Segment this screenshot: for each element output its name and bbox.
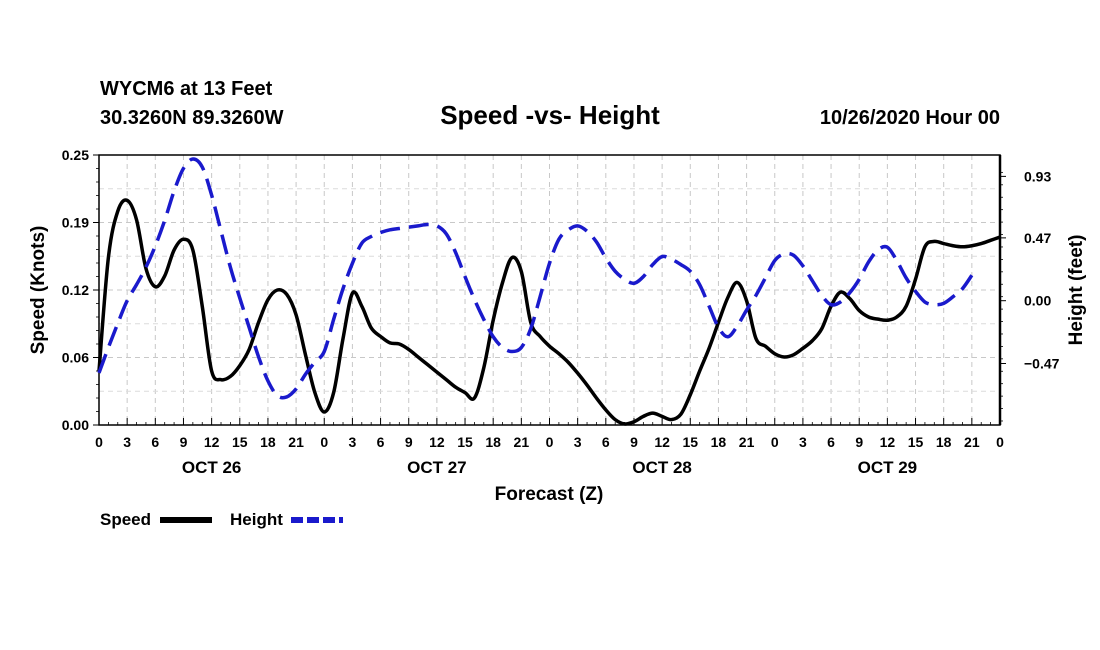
y-right-tick-label: 0.00	[1024, 293, 1051, 309]
x-tick-label: 6	[827, 434, 835, 450]
y-left-tick-label: 0.12	[62, 282, 89, 298]
grid-lines	[99, 155, 1000, 425]
y-left-tick-label: 0.25	[62, 147, 89, 163]
day-label: OCT 28	[632, 458, 692, 477]
x-tick-label: 21	[964, 434, 980, 450]
day-label: OCT 29	[858, 458, 918, 477]
x-tick-label: 18	[485, 434, 501, 450]
y-left-tick-label: 0.00	[62, 417, 89, 433]
x-tick-label: 9	[630, 434, 638, 450]
day-label: OCT 26	[182, 458, 242, 477]
x-tick-label: 12	[204, 434, 220, 450]
x-tick-label: 9	[180, 434, 188, 450]
x-tick-label: 15	[457, 434, 473, 450]
x-tick-label: 0	[320, 434, 328, 450]
chart-title: Speed -vs- Height	[440, 100, 660, 130]
x-tick-label: 0	[996, 434, 1004, 450]
x-axis-title: Forecast (Z)	[495, 484, 604, 505]
x-tick-label: 0	[95, 434, 103, 450]
x-tick-label: 18	[936, 434, 952, 450]
station-label: WYCM6 at 13 Feet	[100, 78, 273, 100]
x-tick-label: 6	[602, 434, 610, 450]
y-right-tick-label: −0.47	[1024, 356, 1060, 372]
x-tick-label: 0	[771, 434, 779, 450]
x-tick-label: 3	[799, 434, 807, 450]
y-left-tick-label: 0.19	[62, 215, 89, 231]
run-time-label: 10/26/2020 Hour 00	[820, 107, 1000, 129]
x-tick-label: 12	[880, 434, 896, 450]
day-label: OCT 27	[407, 458, 467, 477]
y-right-tick-label: 0.93	[1024, 168, 1051, 184]
x-tick-label: 21	[739, 434, 755, 450]
series-line-speed	[97, 198, 1001, 426]
x-tick-label: 9	[405, 434, 413, 450]
y-left-tick-label: 0.06	[62, 350, 89, 366]
legend-height-label: Height	[230, 510, 283, 529]
x-tick-label: 21	[288, 434, 304, 450]
y-left-axis-title: Speed (Knots)	[28, 226, 49, 355]
x-tick-label: 12	[429, 434, 445, 450]
x-tick-label: 15	[682, 434, 698, 450]
x-tick-label: 3	[574, 434, 582, 450]
x-tick-label: 9	[855, 434, 863, 450]
x-tick-label: 15	[908, 434, 924, 450]
axis-ticks: 0 3 6 9 12 15 18 21 0 3 6 9 12 15 18 21 0 3 6 9 12 15 18 21 0 3 6 9…	[62, 147, 1060, 477]
x-tick-label: 3	[349, 434, 357, 450]
x-tick-label: 12	[654, 434, 670, 450]
legend: Speed Height	[100, 510, 343, 529]
series-layer	[97, 157, 1001, 426]
x-tick-label: 18	[260, 434, 276, 450]
series-line-height	[97, 157, 974, 400]
x-tick-label: 0	[546, 434, 554, 450]
x-tick-label: 15	[232, 434, 248, 450]
x-tick-label: 18	[711, 434, 727, 450]
x-tick-label: 6	[151, 434, 159, 450]
x-tick-label: 6	[377, 434, 385, 450]
location-label: 30.3260N 89.3260W	[100, 107, 284, 129]
x-tick-label: 21	[514, 434, 530, 450]
y-right-axis-title: Height (feet)	[1066, 235, 1087, 346]
x-tick-label: 3	[123, 434, 131, 450]
y-right-tick-label: 0.47	[1024, 230, 1051, 246]
legend-speed-label: Speed	[100, 510, 151, 529]
